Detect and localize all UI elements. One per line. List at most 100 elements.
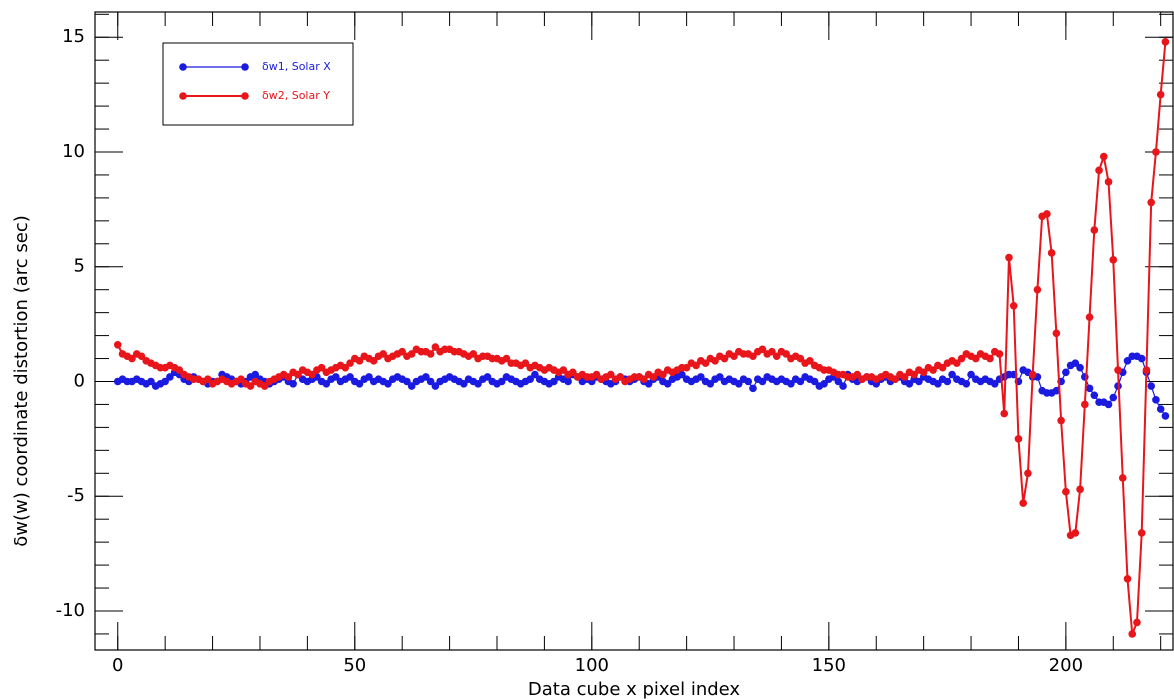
data-point bbox=[1005, 253, 1013, 262]
data-point bbox=[678, 370, 686, 379]
data-point bbox=[1085, 313, 1094, 322]
data-point bbox=[113, 340, 122, 349]
data-point bbox=[526, 375, 534, 383]
data-point bbox=[1076, 485, 1084, 494]
data-point bbox=[929, 366, 937, 374]
data-point bbox=[806, 357, 814, 365]
data-point bbox=[137, 352, 146, 361]
data-point bbox=[1118, 474, 1127, 482]
legend-label: δw2, Solar Y bbox=[262, 89, 330, 102]
data-point bbox=[1152, 396, 1160, 404]
data-point bbox=[701, 359, 710, 367]
data-point bbox=[1147, 198, 1155, 207]
data-point bbox=[1081, 400, 1089, 409]
data-point bbox=[1133, 618, 1141, 627]
data-point bbox=[1043, 210, 1051, 218]
y-tick-label: 10 bbox=[62, 141, 85, 162]
data-point bbox=[1109, 256, 1118, 264]
data-point bbox=[1014, 435, 1023, 443]
data-point bbox=[1057, 416, 1065, 425]
data-point bbox=[1095, 166, 1103, 175]
data-point bbox=[237, 375, 245, 383]
data-point bbox=[787, 379, 795, 388]
data-point bbox=[768, 347, 776, 356]
data-point bbox=[1142, 366, 1151, 374]
data-point bbox=[943, 377, 952, 386]
data-point bbox=[294, 370, 302, 379]
data-point bbox=[640, 375, 648, 383]
data-point bbox=[915, 377, 923, 386]
data-point bbox=[175, 366, 184, 374]
data-point bbox=[910, 370, 918, 379]
data-point bbox=[384, 379, 392, 388]
data-point bbox=[706, 379, 715, 388]
data-point bbox=[616, 373, 625, 381]
data-point bbox=[744, 377, 753, 386]
legend-marker bbox=[179, 92, 187, 100]
data-point bbox=[938, 363, 947, 372]
data-point bbox=[128, 354, 136, 363]
data-point bbox=[1000, 409, 1009, 418]
data-point bbox=[730, 352, 738, 361]
data-point bbox=[379, 350, 388, 358]
x-tick-label: 0 bbox=[112, 655, 123, 676]
x-tick-label: 200 bbox=[1049, 655, 1083, 676]
data-point bbox=[483, 373, 492, 381]
data-point bbox=[422, 373, 430, 381]
legend-label: δw1, Solar X bbox=[262, 60, 331, 73]
data-point bbox=[1019, 499, 1027, 507]
data-point bbox=[967, 370, 975, 379]
data-point bbox=[649, 373, 658, 381]
data-point bbox=[692, 361, 700, 370]
data-point bbox=[1071, 529, 1080, 537]
data-point bbox=[1052, 329, 1061, 338]
data-point bbox=[1099, 152, 1108, 161]
data-point bbox=[460, 379, 468, 388]
data-point bbox=[953, 359, 961, 367]
legend-marker bbox=[241, 63, 249, 71]
data-point bbox=[355, 379, 364, 388]
data-point bbox=[711, 357, 719, 365]
data-point bbox=[365, 373, 373, 381]
data-point bbox=[497, 377, 506, 386]
data-point bbox=[1071, 359, 1080, 367]
data-point bbox=[810, 377, 819, 386]
data-point bbox=[407, 382, 416, 390]
data-point bbox=[355, 357, 364, 365]
data-point bbox=[990, 379, 999, 388]
data-point bbox=[934, 379, 942, 388]
data-point bbox=[403, 377, 411, 386]
data-point bbox=[1033, 285, 1042, 294]
data-point bbox=[407, 350, 416, 358]
y-tick-label: 15 bbox=[62, 26, 85, 47]
data-point bbox=[772, 352, 781, 361]
data-point bbox=[308, 370, 316, 379]
data-point bbox=[1081, 373, 1089, 381]
data-point bbox=[469, 350, 478, 358]
data-point bbox=[839, 382, 847, 390]
data-point bbox=[796, 354, 805, 363]
data-point bbox=[1104, 400, 1113, 409]
data-point bbox=[663, 379, 672, 388]
data-point bbox=[474, 379, 482, 388]
x-tick-label: 50 bbox=[343, 655, 366, 676]
x-tick-label: 100 bbox=[575, 655, 609, 676]
data-point bbox=[1152, 148, 1160, 156]
data-point bbox=[682, 363, 691, 372]
data-point bbox=[796, 377, 805, 386]
x-tick-label: 150 bbox=[812, 655, 846, 676]
legend-marker bbox=[241, 92, 249, 100]
data-point bbox=[758, 345, 767, 354]
data-point bbox=[948, 370, 956, 379]
data-point bbox=[1123, 357, 1132, 365]
data-point bbox=[1114, 366, 1122, 374]
data-point bbox=[1137, 354, 1146, 363]
data-point bbox=[606, 370, 615, 379]
data-point bbox=[317, 363, 326, 372]
series-line bbox=[117, 355, 1166, 417]
data-point bbox=[905, 379, 914, 388]
data-point bbox=[559, 366, 568, 374]
data-point bbox=[346, 359, 354, 367]
data-point bbox=[1062, 368, 1070, 377]
